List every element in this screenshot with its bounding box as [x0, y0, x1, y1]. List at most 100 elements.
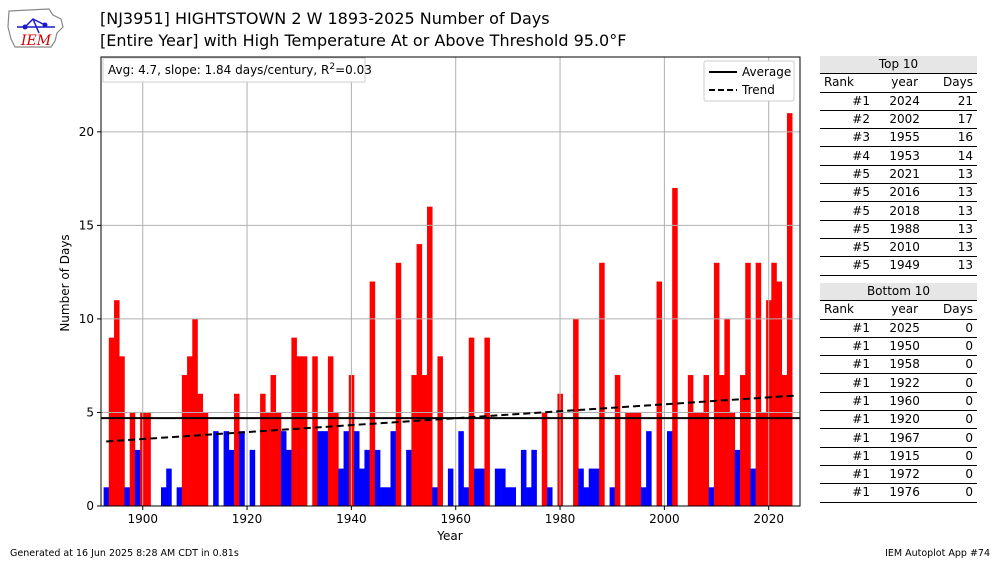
bar-1933: [312, 356, 318, 506]
bar-1968: [494, 468, 501, 506]
logo-text: IEM: [20, 33, 52, 49]
x-tick-label: 2020: [753, 512, 784, 526]
bar-1977: [541, 412, 548, 506]
cell-days: 0: [929, 465, 977, 485]
bar-1946: [380, 487, 386, 506]
table-row: #5 1949 13: [820, 256, 977, 276]
bar-1911: [197, 393, 204, 506]
bar-1956: [432, 487, 438, 506]
cell-rank: #3: [820, 128, 881, 148]
cell-days: 13: [929, 201, 977, 221]
table-row: #5 1988 13: [820, 220, 977, 239]
cell-rank: #1: [820, 355, 881, 375]
cell-days: 0: [929, 410, 977, 430]
table-row: #5 2021 13: [820, 165, 977, 185]
cell-days: 0: [929, 373, 977, 393]
bar-1912: [202, 412, 209, 506]
cell-days: 13: [929, 256, 977, 276]
bar-1953: [416, 244, 423, 507]
bar-1935: [322, 431, 329, 506]
cell-year: 1950: [880, 337, 930, 357]
table-row: #5 2016 13: [820, 183, 977, 203]
cell-year: 1988: [880, 220, 930, 239]
table-row: #4 1953 14: [820, 146, 977, 166]
footer-generated: Generated at 16 Jun 2025 8:28 AM CDT in …: [10, 548, 239, 559]
table-row: #3 1955 16: [820, 128, 977, 148]
table-row: #2 2002 17: [820, 110, 977, 130]
cell-rank: #4: [820, 146, 881, 166]
cell-year: 1967: [880, 428, 930, 448]
cell-year: 2016: [880, 183, 930, 203]
table-row: #1 2024 21: [820, 92, 977, 111]
cell-year: 1922: [880, 373, 930, 393]
bar-2005: [687, 375, 694, 506]
bar-1959: [447, 468, 454, 506]
cell-rank: #5: [820, 165, 881, 185]
bars-group: [103, 113, 793, 507]
cell-days: 0: [929, 392, 977, 412]
bar-1987: [593, 468, 600, 506]
cell-rank: #1: [820, 465, 881, 485]
annotation-text: Avg: 4.7, slope: 1.84 days/century, R2=0…: [108, 62, 372, 77]
cell-days: 0: [929, 319, 977, 338]
bar-1941: [353, 431, 360, 506]
bar-2013: [729, 412, 736, 506]
cell-rank: #5: [820, 201, 881, 221]
cell-rank: #1: [820, 410, 881, 430]
cell-days: 14: [929, 146, 977, 166]
bar-1973: [520, 449, 527, 506]
cell-rank: #1: [820, 392, 881, 412]
bar-1893: [103, 487, 110, 506]
bar-1985: [583, 487, 590, 506]
bar-2014: [734, 449, 741, 506]
bar-1964: [473, 468, 480, 506]
bar-1975: [531, 449, 537, 506]
bar-1929: [291, 337, 297, 506]
cell-year: 1949: [880, 256, 930, 276]
bar-1916: [223, 431, 230, 506]
cell-days: 0: [929, 447, 977, 466]
cell-days: 13: [929, 238, 977, 258]
y-axis-label: Number of Days: [58, 234, 72, 331]
y-tick-label: 15: [79, 218, 94, 232]
cell-days: 13: [929, 165, 977, 185]
cell-days: 0: [929, 428, 977, 448]
footer-app: IEM Autoplot App #74: [885, 548, 990, 559]
bar-1970: [505, 487, 511, 506]
bar-1943: [364, 449, 370, 506]
cell-rank: #1: [820, 483, 881, 503]
col-rank: Rank: [820, 300, 881, 320]
bar-1988: [599, 262, 605, 506]
bar-1927: [280, 431, 287, 506]
bar-1952: [411, 375, 417, 506]
bar-1999: [656, 281, 663, 506]
bar-1905: [166, 468, 172, 506]
chart-title-line1: [NJ3951] HIGHTSTOWN 2 W 1893-2025 Number…: [100, 9, 550, 28]
bar-1907: [176, 487, 183, 506]
bar-1942: [359, 468, 365, 506]
table-row: #1 1958 0: [820, 355, 977, 375]
col-rank: Rank: [820, 73, 881, 93]
y-tick-label: 5: [86, 405, 94, 419]
cell-year: 1915: [880, 447, 930, 466]
bar-1944: [369, 281, 376, 506]
bar-2022: [776, 281, 783, 506]
table-row: #1 1915 0: [820, 447, 977, 466]
col-year: year: [880, 73, 930, 93]
bar-1945: [374, 449, 381, 506]
table-row: #1 1922 0: [820, 373, 977, 393]
bar-1904: [160, 487, 167, 506]
cell-rank: #5: [820, 238, 881, 258]
cell-days: 13: [929, 183, 977, 203]
cell-year: 2018: [880, 201, 930, 221]
bar-2010: [713, 262, 720, 506]
bar-1974: [526, 487, 532, 506]
cell-days: 16: [929, 128, 977, 148]
x-tick-label: 1900: [127, 512, 158, 526]
bar-1971: [510, 487, 517, 506]
bar-1896: [119, 356, 125, 506]
ticks-group: 1900 1920 1940 1960 1980 2000 2020 0 5 10 15 20: [79, 125, 784, 526]
cell-days: 13: [929, 220, 977, 239]
bar-2015: [740, 375, 746, 506]
table-row: #1 1967 0: [820, 428, 977, 448]
